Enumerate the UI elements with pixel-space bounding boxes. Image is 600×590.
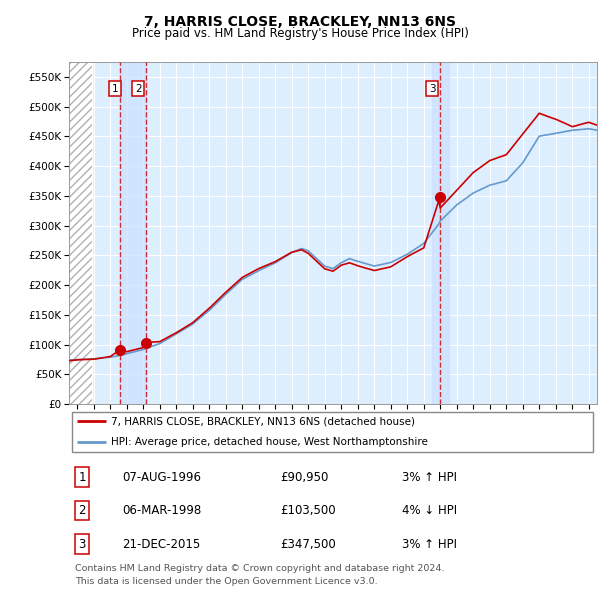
Text: This data is licensed under the Open Government Licence v3.0.: This data is licensed under the Open Gov… [75, 577, 377, 586]
Text: Price paid vs. HM Land Registry's House Price Index (HPI): Price paid vs. HM Land Registry's House … [131, 27, 469, 40]
Bar [69, 62, 92, 404]
Text: 1: 1 [112, 84, 119, 94]
Text: 1: 1 [79, 470, 86, 484]
Text: 3: 3 [428, 84, 436, 94]
Text: HPI: Average price, detached house, West Northamptonshire: HPI: Average price, detached house, West… [111, 437, 428, 447]
Text: Contains HM Land Registry data © Crown copyright and database right 2024.: Contains HM Land Registry data © Crown c… [75, 564, 445, 573]
Text: £90,950: £90,950 [280, 470, 329, 484]
Text: £347,500: £347,500 [280, 537, 336, 551]
Text: 07-AUG-1996: 07-AUG-1996 [122, 470, 201, 484]
Text: 21-DEC-2015: 21-DEC-2015 [122, 537, 200, 551]
Text: 3% ↑ HPI: 3% ↑ HPI [401, 470, 457, 484]
Text: 4% ↓ HPI: 4% ↓ HPI [401, 504, 457, 517]
FancyBboxPatch shape [71, 412, 593, 452]
Text: 3% ↑ HPI: 3% ↑ HPI [401, 537, 457, 551]
Text: 7, HARRIS CLOSE, BRACKLEY, NN13 6NS: 7, HARRIS CLOSE, BRACKLEY, NN13 6NS [144, 15, 456, 29]
Text: 3: 3 [79, 537, 86, 551]
Text: 7, HARRIS CLOSE, BRACKLEY, NN13 6NS (detached house): 7, HARRIS CLOSE, BRACKLEY, NN13 6NS (det… [111, 416, 415, 426]
Bar [432, 62, 449, 404]
Text: 2: 2 [135, 84, 142, 94]
Text: 2: 2 [79, 504, 86, 517]
Text: £103,500: £103,500 [280, 504, 336, 517]
Bar [120, 62, 146, 404]
Bar [69, 62, 92, 404]
Text: 06-MAR-1998: 06-MAR-1998 [122, 504, 201, 517]
